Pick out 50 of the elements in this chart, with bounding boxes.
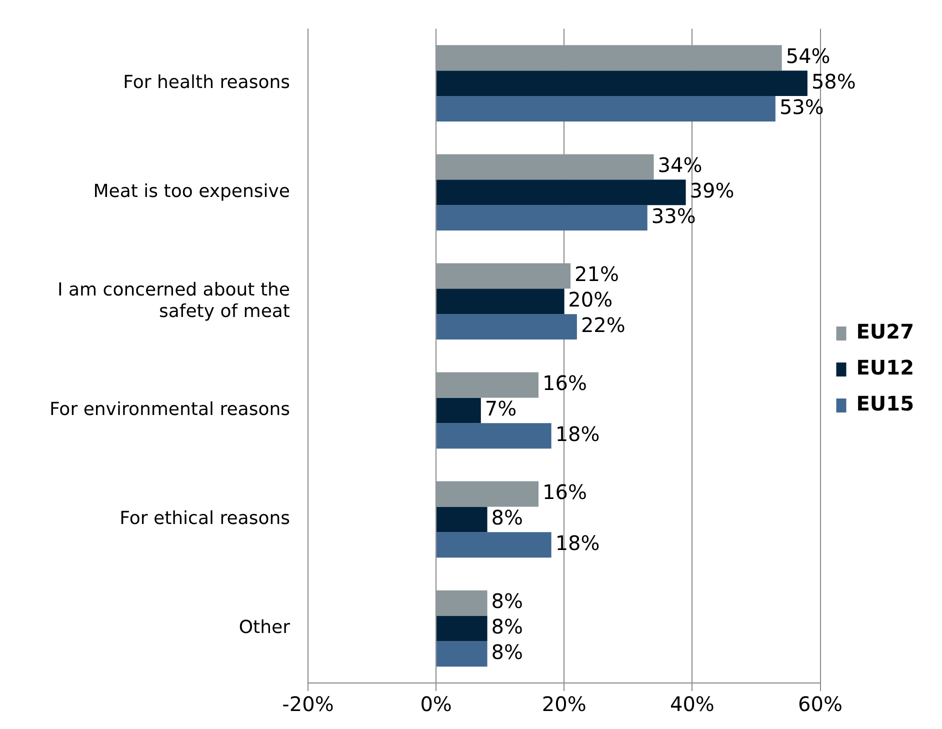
bar [436,45,782,71]
y-tick-label: Meat is too expensive [93,181,290,202]
bar [436,263,571,289]
x-tick-label: 0% [420,692,452,716]
bar [436,70,808,96]
y-tick-label: I am concerned about the safety of meat [57,279,290,322]
data-label: 18% [555,422,600,446]
data-label: 20% [568,288,613,312]
data-label: 8% [491,506,524,530]
bar [436,372,539,398]
bar [436,314,577,340]
legend-label: EU12 [856,356,914,380]
x-tick-label: 40% [670,692,714,716]
bar [436,398,481,424]
bar [436,288,564,314]
legend-label: EU27 [856,320,914,344]
y-tick-label: For environmental reasons [49,399,290,420]
bar [436,506,488,532]
bar [436,423,552,449]
bar [436,154,654,180]
data-label: 7% [484,396,517,421]
bar [436,180,686,206]
bar [436,96,776,122]
data-label: 22% [580,313,626,338]
legend-label: EU15 [856,392,914,416]
data-label: 21% [574,262,619,286]
x-tick-label: 20% [542,692,586,716]
bar [436,205,648,231]
data-label: 58% [811,70,856,94]
y-tick-label: For health reasons [123,72,290,93]
data-label: 8% [491,589,524,614]
data-label: 33% [651,204,696,228]
bar [436,590,488,616]
x-tick-label: 60% [798,692,842,716]
bar [436,641,488,667]
data-label: 54% [786,44,830,68]
y-tick-label: For ethical reasons [120,508,290,530]
data-label: 53% [779,94,824,119]
data-label: 16% [542,371,587,396]
bar [436,532,552,558]
data-label: 34% [658,153,702,178]
bar [436,616,488,642]
bar [436,481,539,507]
data-label: 18% [555,531,600,556]
x-tick-label: -20% [282,692,334,716]
data-label: 8% [491,640,524,664]
y-tick-label: Other [238,617,291,638]
data-label: 39% [690,178,734,203]
data-label: 16% [542,480,587,504]
data-label: 8% [491,614,524,639]
